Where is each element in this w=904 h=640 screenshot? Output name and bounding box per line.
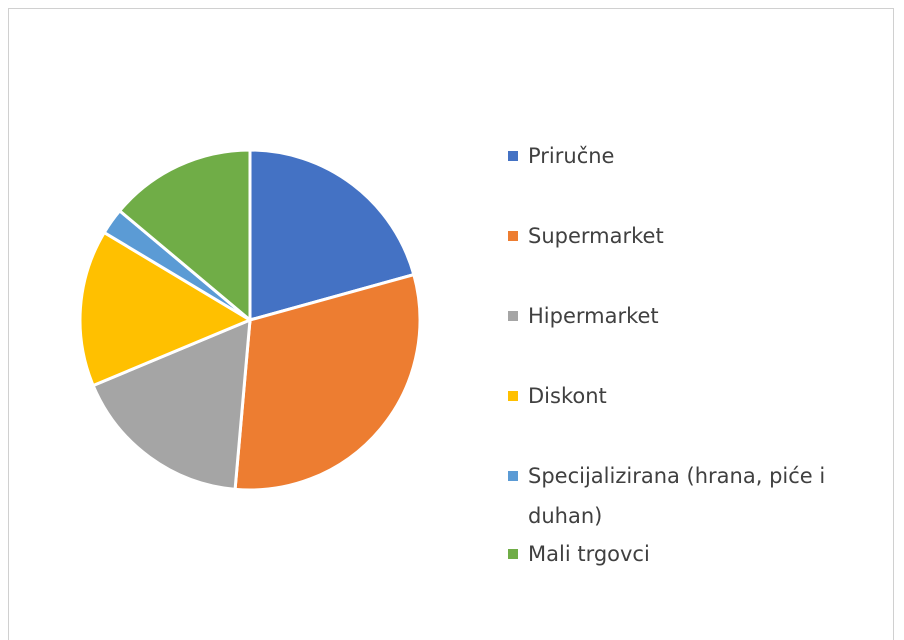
legend-swatch (508, 391, 518, 401)
legend-label: Specijalizirana (hrana, piće i duhan) (528, 464, 826, 528)
legend-swatch (508, 549, 518, 559)
pie-slice (248, 148, 416, 322)
legend-swatch (508, 311, 518, 321)
legend-swatch (508, 471, 518, 481)
legend-label: Hipermarket (528, 304, 659, 328)
legend-item: Supermarket (508, 216, 664, 256)
pie-slice (117, 148, 252, 324)
legend-label: Supermarket (528, 224, 664, 248)
legend-item: Specijalizirana (hrana, piće i duhan) (508, 456, 878, 536)
legend-label: Diskont (528, 384, 607, 408)
legend-item: Priručne (508, 136, 614, 176)
legend-item: Diskont (508, 376, 607, 416)
pie-slice (233, 272, 422, 492)
legend-label: Priručne (528, 144, 615, 168)
legend-item: Hipermarket (508, 296, 659, 336)
pie-slice (78, 230, 254, 388)
legend-label: Mali trgovci (528, 542, 650, 566)
chart-frame (8, 8, 894, 640)
legend-item: Mali trgovci (508, 534, 650, 574)
legend-swatch (508, 231, 518, 241)
legend-swatch (508, 151, 518, 161)
pie-slice (91, 317, 252, 491)
